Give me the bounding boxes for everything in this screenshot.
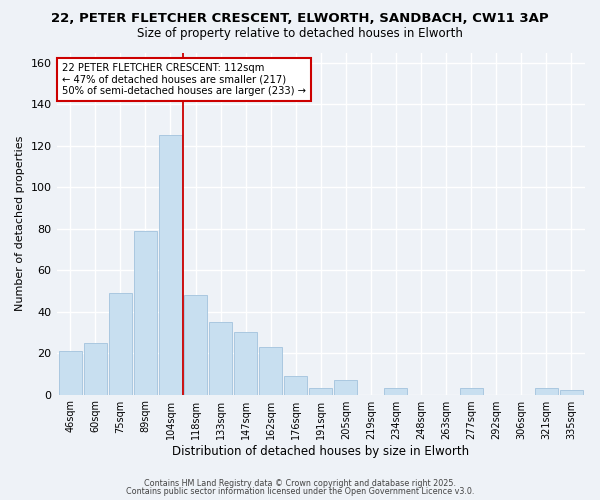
Bar bbox=[184, 295, 207, 394]
Y-axis label: Number of detached properties: Number of detached properties bbox=[15, 136, 25, 311]
Bar bbox=[209, 322, 232, 394]
Bar bbox=[159, 136, 182, 394]
Bar bbox=[309, 388, 332, 394]
Bar bbox=[109, 293, 132, 394]
Bar bbox=[234, 332, 257, 394]
Bar bbox=[284, 376, 307, 394]
Bar bbox=[535, 388, 558, 394]
Text: 22, PETER FLETCHER CRESCENT, ELWORTH, SANDBACH, CW11 3AP: 22, PETER FLETCHER CRESCENT, ELWORTH, SA… bbox=[51, 12, 549, 26]
Bar bbox=[460, 388, 482, 394]
Bar bbox=[59, 351, 82, 395]
Bar bbox=[334, 380, 358, 394]
Text: Size of property relative to detached houses in Elworth: Size of property relative to detached ho… bbox=[137, 28, 463, 40]
Text: Contains public sector information licensed under the Open Government Licence v3: Contains public sector information licen… bbox=[126, 487, 474, 496]
X-axis label: Distribution of detached houses by size in Elworth: Distribution of detached houses by size … bbox=[172, 444, 469, 458]
Bar bbox=[84, 343, 107, 394]
Bar bbox=[134, 231, 157, 394]
Text: Contains HM Land Registry data © Crown copyright and database right 2025.: Contains HM Land Registry data © Crown c… bbox=[144, 478, 456, 488]
Bar bbox=[560, 390, 583, 394]
Bar bbox=[385, 388, 407, 394]
Text: 22 PETER FLETCHER CRESCENT: 112sqm
← 47% of detached houses are smaller (217)
50: 22 PETER FLETCHER CRESCENT: 112sqm ← 47%… bbox=[62, 63, 306, 96]
Bar bbox=[259, 347, 282, 395]
